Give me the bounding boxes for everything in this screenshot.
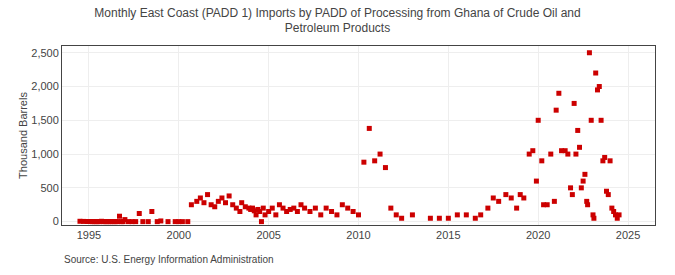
svg-text:2010: 2010: [346, 229, 370, 241]
svg-text:Source: U.S. Energy Informatio: Source: U.S. Energy Information Administ…: [64, 254, 274, 265]
svg-text:2015: 2015: [436, 229, 460, 241]
svg-text:1,500: 1,500: [31, 114, 59, 126]
svg-text:2020: 2020: [526, 229, 550, 241]
svg-text:Thousand Barrels: Thousand Barrels: [17, 92, 29, 179]
svg-text:1,000: 1,000: [31, 148, 59, 160]
svg-text:2005: 2005: [256, 229, 280, 241]
svg-text:2025: 2025: [616, 229, 640, 241]
svg-text:2,000: 2,000: [31, 80, 59, 92]
svg-text:2000: 2000: [167, 229, 191, 241]
svg-text:1995: 1995: [77, 229, 101, 241]
svg-text:Monthly East Coast (PADD 1) Im: Monthly East Coast (PADD 1) Imports by P…: [94, 6, 580, 36]
svg-text:2,500: 2,500: [31, 47, 59, 59]
svg-text:500: 500: [40, 182, 58, 194]
svg-text:0: 0: [53, 215, 59, 227]
